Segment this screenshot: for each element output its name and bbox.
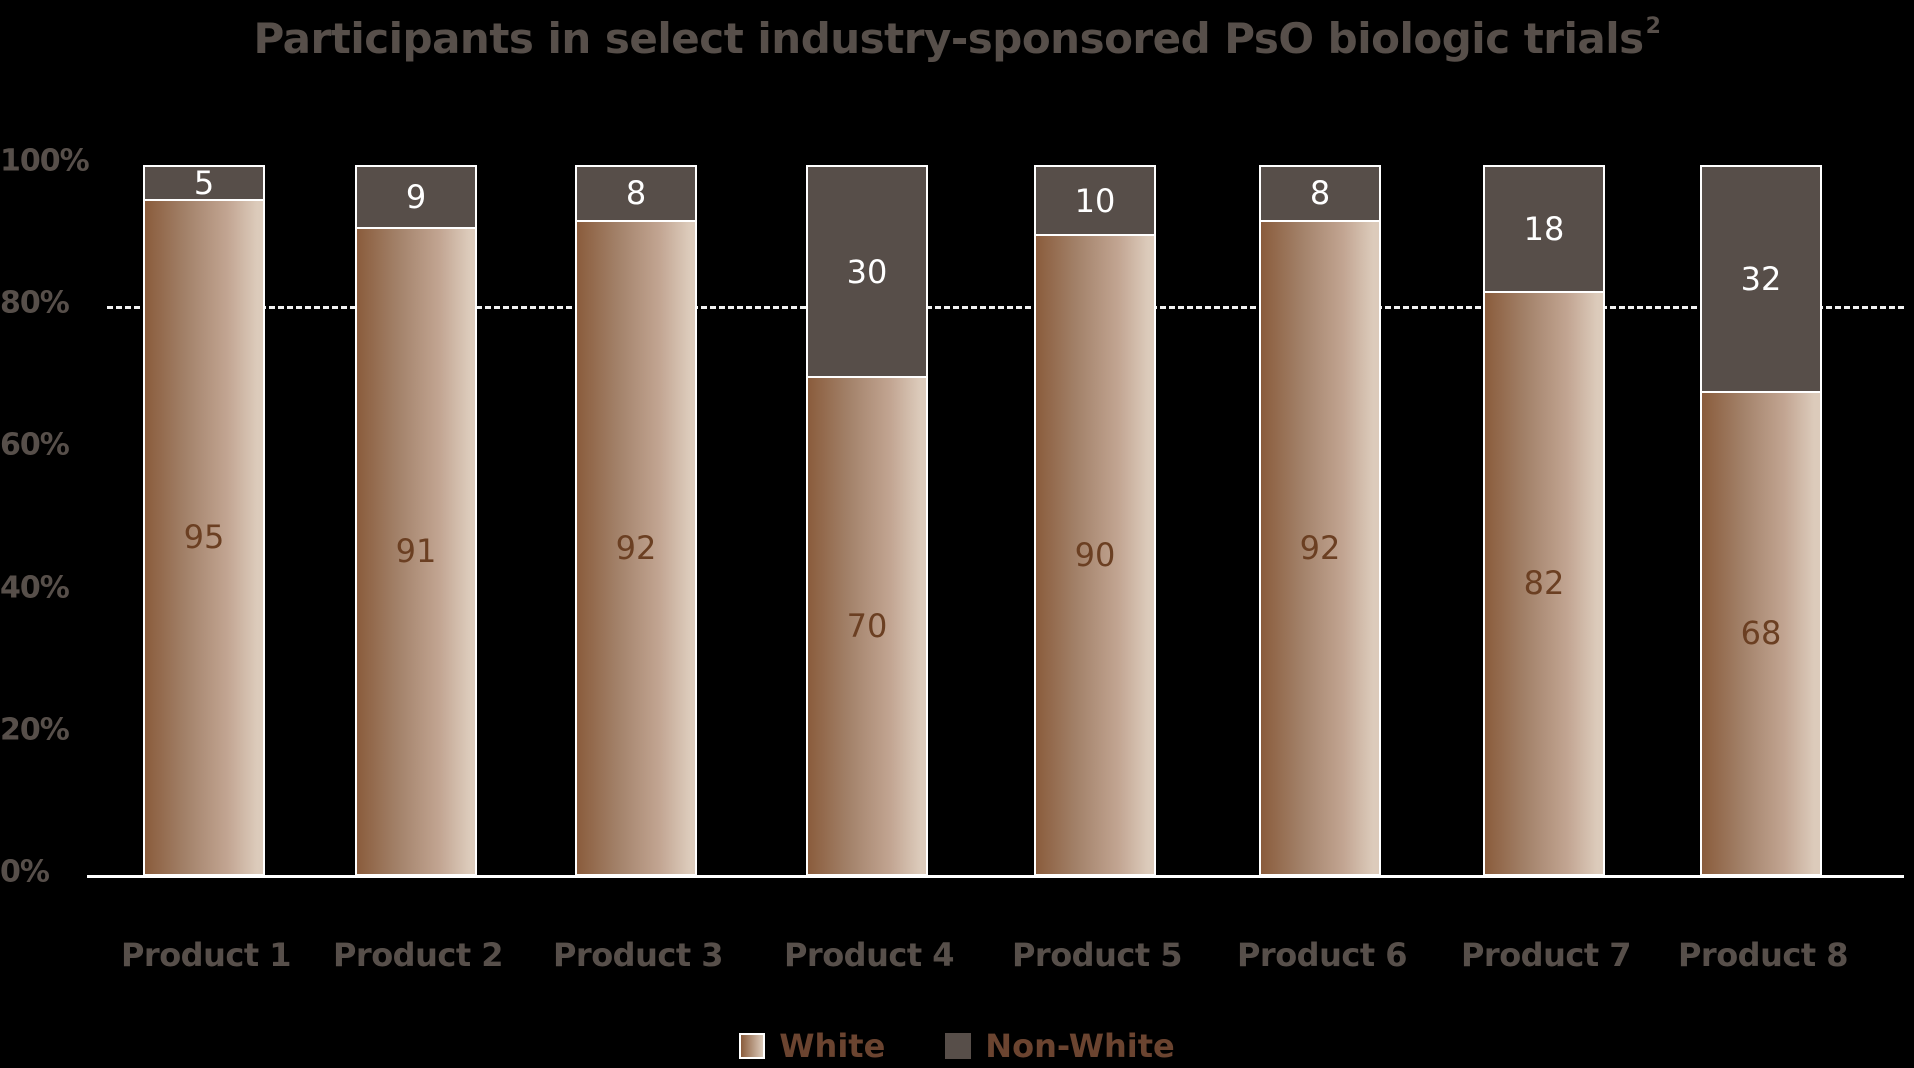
value-label-white: 91: [395, 532, 437, 571]
bar-segment-nonwhite: 9: [355, 165, 477, 229]
legend-swatch-white-icon: [739, 1033, 766, 1059]
value-label-white: 95: [183, 518, 225, 557]
bar-segment-white: 92: [575, 221, 697, 876]
chart-title-text: Participants in select industry-sponsore…: [253, 14, 1645, 63]
bar-segment-white: 82: [1483, 292, 1605, 876]
bar-segment-nonwhite: 30: [806, 165, 928, 379]
value-label-white: 92: [1299, 528, 1341, 567]
legend: White Non-White: [0, 1027, 1914, 1065]
x-tick-label: Product 3: [552, 936, 724, 974]
y-tick-label: 0%: [0, 854, 50, 890]
legend-label: White: [779, 1027, 886, 1065]
legend-label: Non-White: [985, 1027, 1175, 1065]
legend-item-nonwhite: Non-White: [945, 1027, 1175, 1065]
bar-segment-nonwhite: 10: [1034, 165, 1156, 237]
value-label-white: 70: [846, 607, 888, 646]
value-label-white: 82: [1523, 564, 1565, 603]
bar-segment-nonwhite: 8: [575, 165, 697, 222]
bar-4: 30 70: [806, 165, 928, 876]
value-label-nonwhite: 18: [1523, 209, 1565, 248]
bar-segment-nonwhite: 32: [1700, 165, 1822, 393]
value-label-nonwhite: 5: [193, 163, 215, 202]
value-label-nonwhite: 10: [1074, 181, 1116, 220]
x-tick-label: Product 4: [783, 936, 955, 974]
bar-6: 8 92: [1259, 165, 1381, 876]
x-axis-line: [87, 875, 1904, 878]
legend-swatch-nonwhite-icon: [945, 1033, 972, 1059]
bar-8: 32 68: [1700, 165, 1822, 876]
value-label-nonwhite: 32: [1740, 259, 1782, 298]
reference-line-80: [107, 306, 1904, 310]
bar-segment-nonwhite: 18: [1483, 165, 1605, 293]
value-label-white: 68: [1740, 614, 1782, 653]
bar-segment-white: 90: [1034, 236, 1156, 876]
title-footnote-marker: 2: [1645, 14, 1661, 39]
y-tick-label: 20%: [0, 712, 70, 748]
chart-title: Participants in select industry-sponsore…: [0, 14, 1914, 63]
bar-7: 18 82: [1483, 165, 1605, 876]
value-label-nonwhite: 8: [625, 174, 647, 213]
y-tick-label: 60%: [0, 427, 70, 463]
bar-segment-white: 92: [1259, 221, 1381, 876]
bar-segment-white: 91: [355, 228, 477, 876]
value-label-nonwhite: 8: [1309, 174, 1331, 213]
x-tick-label: Product 7: [1460, 936, 1632, 974]
bar-segment-white: 70: [806, 378, 928, 876]
y-tick-label: 40%: [0, 570, 70, 606]
x-tick-label: Product 6: [1236, 936, 1408, 974]
x-tick-label: Product 5: [1011, 936, 1183, 974]
bar-1: 5 95: [143, 163, 265, 876]
y-tick-label: 100%: [0, 143, 90, 179]
x-tick-label: Product 8: [1677, 936, 1849, 974]
legend-item-white: White: [739, 1027, 885, 1065]
bar-segment-white: 95: [143, 200, 265, 876]
bar-2: 9 91: [355, 165, 477, 876]
x-tick-label: Product 2: [332, 936, 504, 974]
value-label-nonwhite: 30: [846, 252, 888, 291]
x-tick-label: Product 1: [120, 936, 292, 974]
value-label-white: 90: [1074, 536, 1116, 575]
bar-5: 10 90: [1034, 165, 1156, 876]
bar-segment-nonwhite: 5: [143, 163, 265, 202]
value-label-white: 92: [615, 528, 657, 567]
y-tick-label: 80%: [0, 285, 70, 321]
value-label-nonwhite: 9: [405, 177, 427, 216]
bar-segment-nonwhite: 8: [1259, 165, 1381, 222]
bar-3: 8 92: [575, 165, 697, 876]
bar-segment-white: 68: [1700, 392, 1822, 876]
